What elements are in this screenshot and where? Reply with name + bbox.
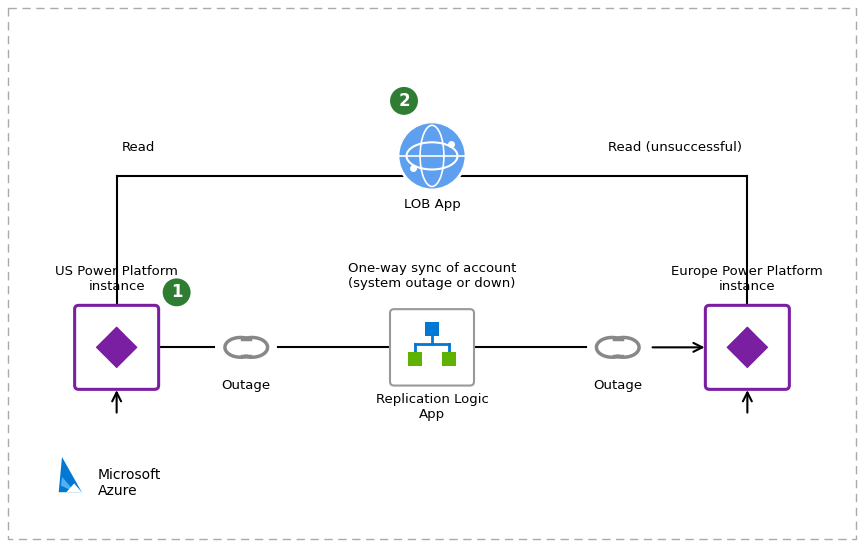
Circle shape [162, 277, 192, 307]
Text: US Power Platform
instance: US Power Platform instance [55, 265, 178, 293]
Text: Outage: Outage [222, 380, 270, 392]
Polygon shape [727, 339, 744, 356]
Polygon shape [739, 327, 756, 344]
Text: One-way sync of account
(system outage or down): One-way sync of account (system outage o… [348, 263, 516, 290]
Polygon shape [120, 339, 137, 356]
FancyBboxPatch shape [425, 322, 439, 336]
FancyBboxPatch shape [390, 309, 474, 386]
Polygon shape [59, 457, 82, 492]
FancyBboxPatch shape [442, 352, 456, 366]
Polygon shape [108, 327, 125, 344]
FancyBboxPatch shape [705, 305, 790, 389]
Text: 2: 2 [398, 92, 410, 110]
FancyBboxPatch shape [8, 8, 856, 539]
FancyBboxPatch shape [408, 352, 422, 366]
Polygon shape [751, 339, 768, 356]
Polygon shape [108, 351, 125, 368]
Polygon shape [739, 351, 756, 368]
Text: LOB App: LOB App [403, 198, 461, 211]
Text: Microsoft
Azure: Microsoft Azure [98, 468, 162, 498]
Text: Outage: Outage [594, 380, 642, 392]
FancyBboxPatch shape [74, 305, 159, 389]
Text: Read: Read [122, 141, 155, 154]
Text: Replication Logic
App: Replication Logic App [376, 393, 488, 421]
Polygon shape [727, 327, 768, 368]
Text: Read (unsuccessful): Read (unsuccessful) [608, 141, 742, 154]
Polygon shape [96, 327, 137, 368]
Circle shape [389, 86, 419, 116]
Text: Europe Power Platform
instance: Europe Power Platform instance [671, 265, 823, 293]
Polygon shape [67, 484, 82, 492]
Polygon shape [96, 339, 113, 356]
Polygon shape [60, 477, 75, 492]
Text: 1: 1 [171, 283, 182, 301]
Circle shape [398, 122, 466, 190]
